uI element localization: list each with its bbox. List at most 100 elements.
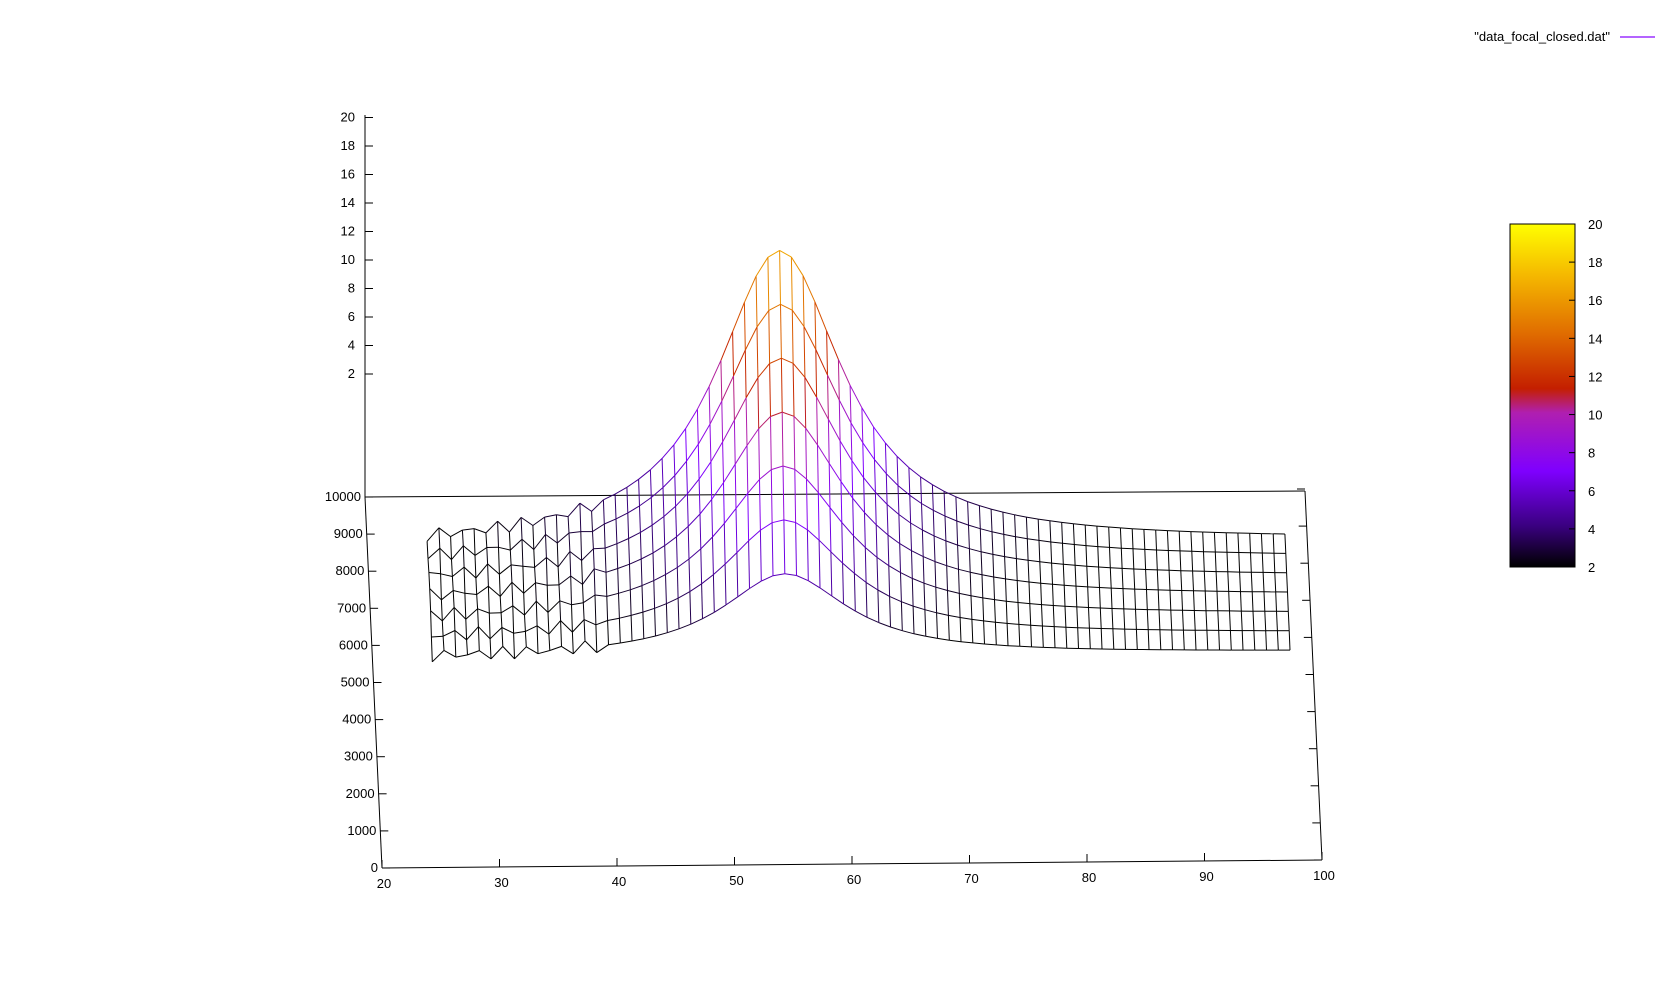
mesh-segment: [890, 626, 903, 632]
mesh-segment: [1156, 549, 1169, 551]
mesh-segment: [1112, 628, 1115, 650]
mesh-segment: [896, 456, 910, 468]
mesh-segment: [1253, 630, 1256, 651]
mesh-segment: [431, 650, 445, 663]
mesh-segment: [923, 556, 936, 563]
mesh-segment: [440, 599, 443, 621]
mesh-segment: [1086, 565, 1099, 568]
mesh-segment: [640, 558, 643, 586]
mesh-segment: [608, 642, 621, 646]
y-tick-label: 10000: [325, 489, 361, 504]
axis-ticks: 20 30 40 50 60 70 80 90 100010002000300040005000…: [325, 110, 1335, 892]
mesh-segment: [744, 350, 747, 398]
mesh-segment: [464, 593, 467, 620]
mesh-segment: [1064, 605, 1077, 608]
mesh-segment: [945, 540, 948, 566]
mesh-segment: [865, 581, 879, 591]
mesh-segment: [979, 505, 992, 510]
mesh-segment: [696, 386, 710, 410]
mesh-segment: [758, 416, 771, 429]
mesh-segment: [1123, 608, 1126, 630]
mesh-segment: [650, 497, 653, 526]
mesh-segment: [1049, 520, 1052, 543]
mesh-segment: [849, 385, 852, 423]
mesh-segment: [1132, 548, 1135, 570]
mesh-segment: [876, 556, 890, 567]
mesh-segment: [1156, 569, 1159, 590]
x-tick-label: 70: [964, 871, 978, 886]
mesh-segment: [547, 600, 561, 613]
mesh-segment: [780, 303, 793, 311]
mesh-segment: [639, 532, 642, 560]
mesh-segment: [572, 619, 585, 633]
mesh-segment: [1133, 568, 1146, 570]
mesh-segment: [807, 529, 820, 541]
mesh-segment: [654, 603, 667, 609]
colorbar: 2 4 6 8 10 12 14 16 18 20: [1509, 217, 1602, 575]
z-tick-label: 16: [341, 167, 355, 182]
mesh-segment: [724, 564, 727, 605]
mesh-segment: [607, 620, 609, 645]
mesh-segment: [838, 400, 841, 441]
mesh-segment: [1062, 564, 1065, 586]
mesh-segment: [651, 516, 665, 526]
mesh-segment: [837, 359, 840, 401]
mesh-segment: [1017, 580, 1030, 583]
mesh-segment: [1016, 580, 1019, 603]
mesh-segment: [1004, 556, 1017, 560]
mesh-segment: [1075, 564, 1087, 567]
mesh-segment: [1051, 562, 1064, 565]
mesh-segment: [1155, 529, 1168, 532]
mesh-segment: [790, 256, 804, 276]
mesh-segment: [478, 626, 491, 640]
mesh-segment: [1119, 527, 1122, 549]
mesh-segment: [467, 650, 480, 656]
mesh-segment: [898, 514, 901, 544]
mesh-segment: [1227, 571, 1230, 592]
mesh-segment: [626, 487, 629, 513]
mesh-segment: [686, 461, 688, 494]
mesh-segment: [959, 592, 972, 597]
mesh-segment: [805, 428, 807, 480]
mesh-segment: [816, 397, 818, 445]
mesh-segment: [897, 485, 911, 496]
mesh-segment: [1144, 548, 1157, 551]
mesh-segment: [840, 481, 843, 523]
mesh-segment: [453, 590, 466, 594]
mesh-segment: [545, 533, 558, 544]
mesh-segment: [922, 556, 925, 584]
y-tick-label: 7000: [337, 600, 366, 615]
mesh-segment: [887, 534, 890, 566]
mesh-segment: [817, 444, 819, 493]
mesh-segment: [1110, 567, 1123, 569]
mesh-segment: [534, 567, 536, 583]
mesh-segment: [781, 357, 794, 364]
mesh-segment: [826, 330, 828, 376]
mesh-segment: [427, 558, 430, 573]
mesh-segment: [767, 257, 770, 311]
z-tick-label: 8: [348, 281, 355, 296]
mesh-segment: [1132, 548, 1145, 550]
mesh-segment: [1288, 630, 1291, 651]
mesh-segment: [701, 574, 714, 585]
mesh-segment: [559, 600, 572, 606]
mesh-segment: [1240, 591, 1242, 612]
mesh-segment: [701, 583, 703, 619]
mesh-segment: [1169, 590, 1172, 611]
mesh-segment: [979, 528, 982, 552]
mesh-segment: [863, 477, 876, 493]
mesh-segment: [889, 595, 902, 603]
mesh-segment: [842, 563, 844, 604]
mesh-segment: [1225, 532, 1228, 553]
mesh-segment: [524, 615, 526, 632]
mesh-segment: [639, 497, 652, 507]
mesh-segment: [614, 494, 617, 519]
mesh-segment: [815, 349, 828, 376]
mesh-segment: [888, 565, 901, 574]
mesh-segment: [667, 628, 680, 634]
mesh-segment: [932, 484, 945, 492]
mesh-segment: [1029, 603, 1032, 626]
mesh-segment: [615, 518, 618, 544]
mesh-segment: [1193, 590, 1195, 611]
mesh-segment: [769, 357, 782, 364]
